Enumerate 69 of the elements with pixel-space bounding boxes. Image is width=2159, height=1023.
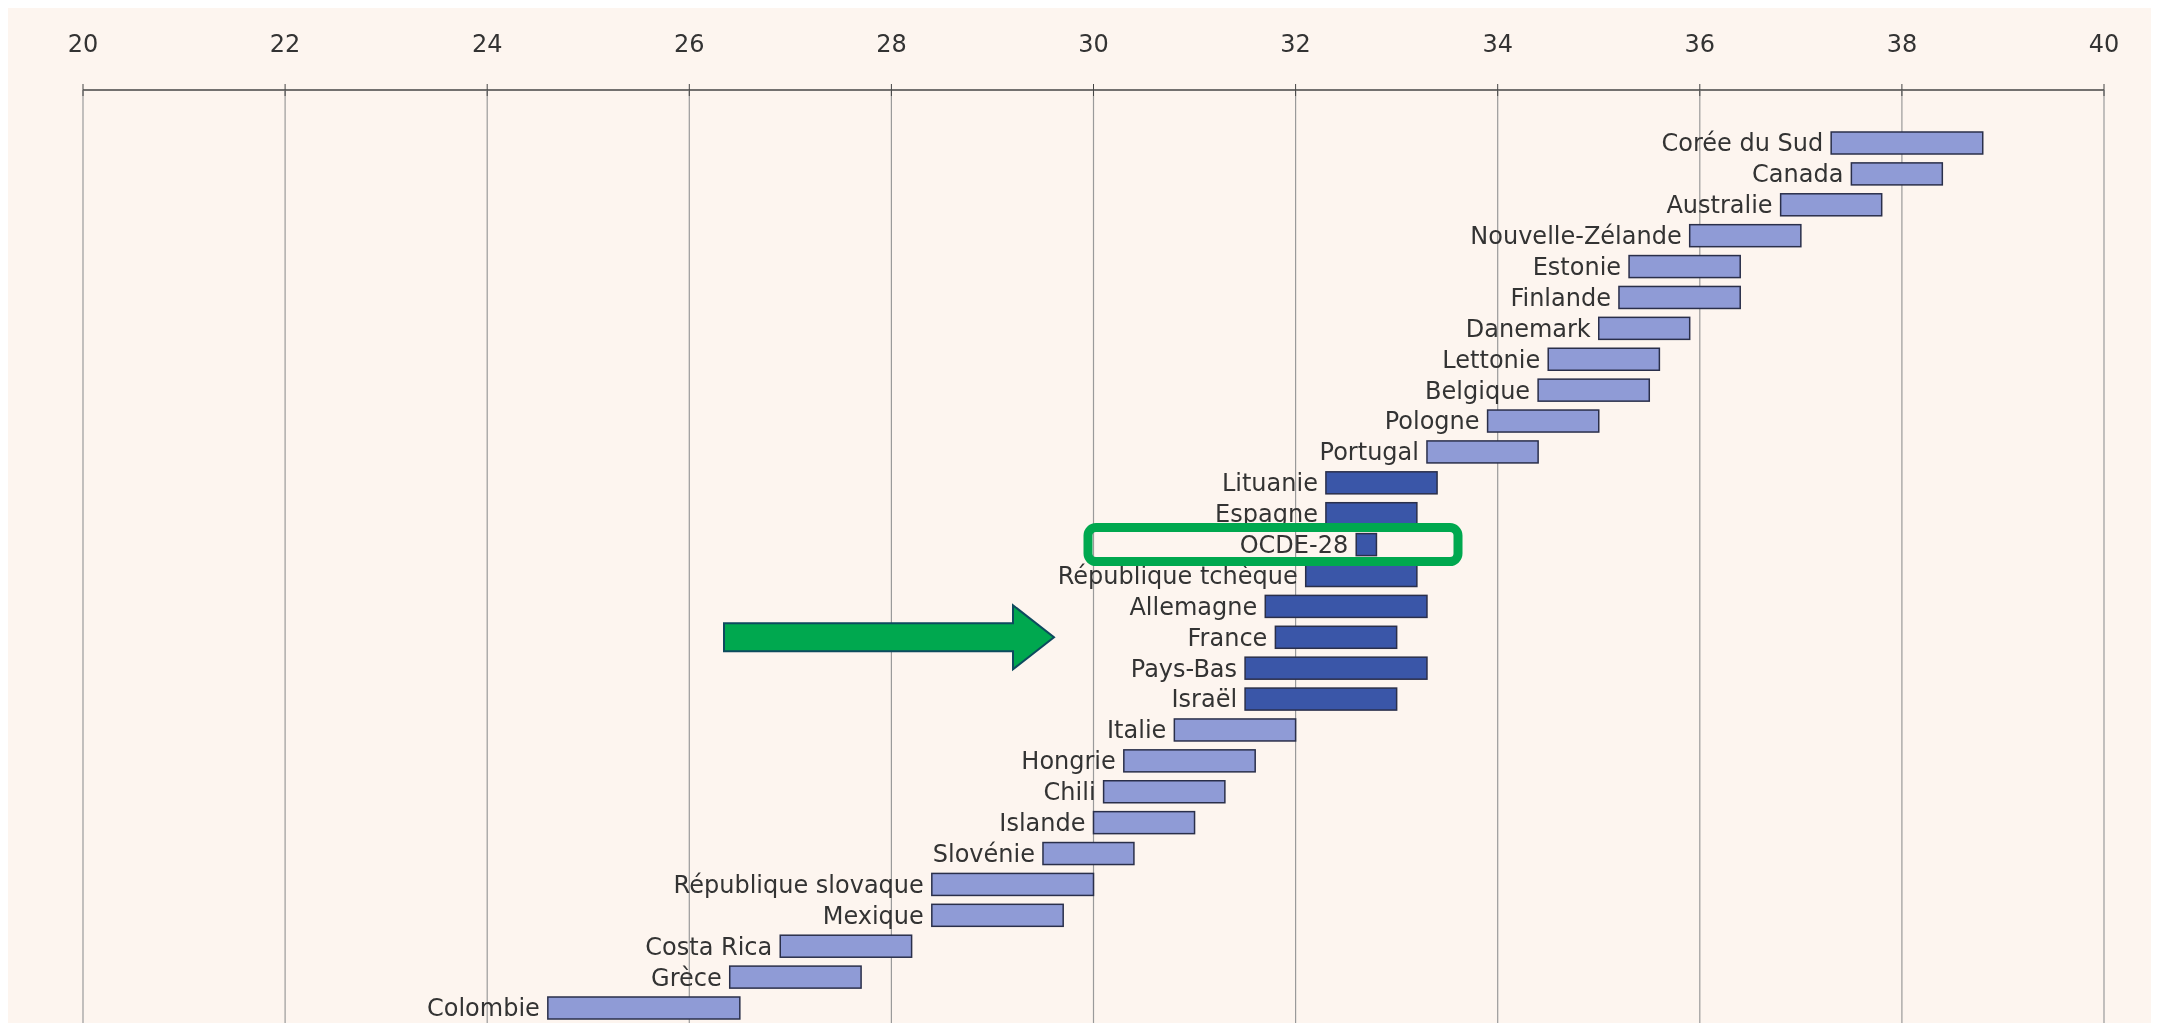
bar bbox=[1102, 780, 1226, 804]
bar bbox=[1618, 285, 1741, 310]
y-tick-label: Lettonie bbox=[1442, 345, 1541, 374]
bar bbox=[1092, 810, 1196, 835]
bar bbox=[1244, 687, 1398, 711]
bar bbox=[1123, 749, 1256, 773]
x-tick-label: 22 bbox=[269, 30, 301, 58]
bar bbox=[1274, 625, 1398, 650]
y-tick-label: Portugal bbox=[1319, 438, 1419, 467]
y-tick-label: Islande bbox=[999, 809, 1086, 838]
y-tick-label: Nouvelle-Zélande bbox=[1470, 222, 1682, 251]
y-tick-label: Colombie bbox=[426, 994, 540, 1023]
bar bbox=[931, 903, 1064, 928]
bar bbox=[728, 965, 862, 989]
y-tick-label: République slovaque bbox=[673, 870, 924, 899]
y-tick-label: Pologne bbox=[1384, 407, 1480, 436]
bar bbox=[1325, 501, 1418, 526]
bar bbox=[1547, 347, 1661, 371]
y-tick-label: République tchèque bbox=[1057, 561, 1298, 590]
y-tick-label: OCDE-28 bbox=[1239, 531, 1349, 560]
bar bbox=[1173, 718, 1297, 742]
y-tick-label: Lituanie bbox=[1221, 469, 1318, 498]
bar bbox=[931, 872, 1095, 897]
y-tick-label: Chili bbox=[1043, 778, 1096, 807]
y-tick-label: Belgique bbox=[1425, 376, 1531, 405]
bar bbox=[1325, 471, 1438, 495]
bar bbox=[1355, 532, 1378, 557]
y-tick-label: Slovénie bbox=[932, 839, 1035, 868]
y-tick-label: Costa Rica bbox=[645, 932, 773, 961]
y-tick-label: Danemark bbox=[1465, 314, 1591, 343]
y-tick-label: Hongrie bbox=[1021, 747, 1116, 776]
bar bbox=[1850, 162, 1944, 186]
x-tick-label: 36 bbox=[1684, 30, 1716, 58]
y-tick-label: Allemagne bbox=[1129, 592, 1258, 621]
x-tick-label: 24 bbox=[471, 30, 503, 58]
x-tick-label: 40 bbox=[2088, 30, 2120, 58]
x-tick-label: 34 bbox=[1482, 30, 1513, 58]
bar bbox=[1486, 409, 1600, 433]
y-tick-label: Grèce bbox=[651, 963, 722, 992]
bar bbox=[1042, 841, 1135, 866]
x-tick-label: 28 bbox=[876, 30, 907, 58]
bar bbox=[1537, 378, 1651, 402]
y-tick-label: Canada bbox=[1752, 160, 1844, 189]
bar bbox=[1830, 131, 1984, 155]
y-tick-label: Australie bbox=[1666, 191, 1773, 220]
bar bbox=[1304, 563, 1418, 588]
bar bbox=[1244, 656, 1428, 680]
bar bbox=[1426, 440, 1539, 464]
y-tick-label: Mexique bbox=[822, 901, 924, 930]
y-tick-label: Espagne bbox=[1215, 500, 1318, 529]
x-tick-label: 32 bbox=[1280, 30, 1311, 58]
bar bbox=[1688, 223, 1802, 248]
y-tick-label: Israël bbox=[1171, 685, 1238, 714]
bar bbox=[1264, 594, 1428, 619]
bar bbox=[1779, 193, 1883, 217]
x-tick-label: 26 bbox=[674, 30, 705, 58]
x-tick-label: 20 bbox=[67, 30, 99, 58]
y-tick-label: Estonie bbox=[1532, 252, 1622, 281]
bar bbox=[547, 996, 741, 1020]
bar bbox=[1628, 254, 1741, 279]
x-tick-label: 38 bbox=[1886, 30, 1918, 58]
y-tick-label: Pays-Bas bbox=[1130, 654, 1238, 683]
x-tick-label: 30 bbox=[1078, 30, 1109, 58]
y-tick-label: Italie bbox=[1107, 716, 1167, 745]
y-tick-label: Finlande bbox=[1510, 283, 1611, 312]
bar bbox=[1598, 316, 1691, 341]
y-tick-label: France bbox=[1187, 623, 1268, 652]
y-tick-label: Corée du Sud bbox=[1661, 129, 1824, 158]
bar bbox=[779, 934, 913, 958]
